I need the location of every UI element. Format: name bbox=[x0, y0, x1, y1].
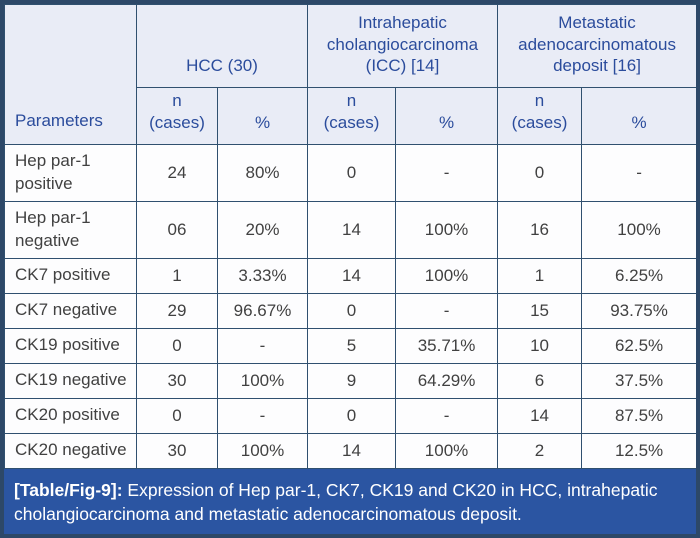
figure-caption: [Table/Fig-9]: Expression of Hep par-1, … bbox=[4, 468, 696, 534]
table-row: CK19 negative 30 100% 9 64.29% 6 37.5% bbox=[4, 362, 696, 399]
value-cell: 14 bbox=[497, 397, 583, 434]
value-cell: - bbox=[395, 292, 499, 329]
value-cell: 64.29% bbox=[395, 362, 499, 399]
value-cell: 0 bbox=[497, 143, 583, 202]
n-label: n bbox=[346, 91, 357, 110]
value-cell: 30 bbox=[136, 362, 218, 399]
param-cell: CK7 negative bbox=[4, 292, 137, 329]
value-cell: 14 bbox=[307, 200, 397, 259]
value-cell: 1 bbox=[136, 257, 218, 294]
param-cell: Hep par-1 positive bbox=[4, 143, 137, 202]
value-cell: - bbox=[395, 143, 499, 202]
param-cell: CK7 positive bbox=[4, 257, 137, 294]
value-cell: 100% bbox=[395, 257, 499, 294]
value-cell: 29 bbox=[136, 292, 218, 329]
table-row: CK19 positive 0 - 5 35.71% 10 62.5% bbox=[4, 327, 696, 364]
column-header-hcc-percent: % bbox=[216, 87, 309, 145]
value-cell: 20% bbox=[216, 200, 309, 259]
n-label: n bbox=[172, 91, 182, 110]
value-cell: 9 bbox=[307, 362, 397, 399]
value-cell: 100% bbox=[216, 432, 309, 469]
column-header-hcc-n: n (cases) bbox=[136, 87, 218, 145]
cases-label: (cases) bbox=[149, 112, 205, 132]
value-cell: 0 bbox=[307, 397, 397, 434]
cases-label: (cases) bbox=[511, 112, 568, 132]
value-cell: 0 bbox=[136, 327, 218, 364]
value-cell: 100% bbox=[395, 432, 499, 469]
value-cell: 5 bbox=[307, 327, 397, 364]
column-header-met-percent: % bbox=[581, 87, 696, 145]
cases-label: (cases) bbox=[323, 112, 380, 132]
table-row: Hep par-1 positive 24 80% 0 - 0 - bbox=[4, 143, 696, 202]
value-cell: 14 bbox=[307, 257, 397, 294]
param-cell: CK19 positive bbox=[4, 327, 137, 364]
param-cell: CK20 negative bbox=[4, 432, 137, 469]
value-cell: 3.33% bbox=[216, 257, 309, 294]
value-cell: 62.5% bbox=[581, 327, 696, 364]
value-cell: 87.5% bbox=[581, 397, 696, 434]
value-cell: 100% bbox=[581, 200, 696, 259]
value-cell: 6.25% bbox=[581, 257, 696, 294]
column-header-icc-n: n (cases) bbox=[307, 87, 397, 145]
value-cell: 2 bbox=[497, 432, 583, 469]
value-cell: 30 bbox=[136, 432, 218, 469]
value-cell: 80% bbox=[216, 143, 309, 202]
value-cell: - bbox=[581, 143, 696, 202]
value-cell: 100% bbox=[216, 362, 309, 399]
value-cell: - bbox=[395, 397, 499, 434]
value-cell: 12.5% bbox=[581, 432, 696, 469]
value-cell: 0 bbox=[307, 292, 397, 329]
value-cell: 0 bbox=[307, 143, 397, 202]
group-header-row: Parameters HCC (30) Intrahepatic cholang… bbox=[4, 4, 696, 145]
value-cell: - bbox=[216, 327, 309, 364]
n-label: n bbox=[534, 91, 545, 110]
table-row: CK20 negative 30 100% 14 100% 2 12.5% bbox=[4, 432, 696, 469]
value-cell: 10 bbox=[497, 327, 583, 364]
value-cell: 37.5% bbox=[581, 362, 696, 399]
value-cell: 06 bbox=[136, 200, 218, 259]
results-table: Parameters HCC (30) Intrahepatic cholang… bbox=[4, 4, 696, 469]
value-cell: 15 bbox=[497, 292, 583, 329]
table-row: CK20 positive 0 - 0 - 14 87.5% bbox=[4, 397, 696, 434]
caption-tag: [Table/Fig-9]: bbox=[14, 479, 128, 500]
value-cell: 1 bbox=[497, 257, 583, 294]
table-row: Hep par-1 negative 06 20% 14 100% 16 100… bbox=[4, 200, 696, 259]
column-group-icc: Intrahepatic cholangiocarcinoma (ICC) [1… bbox=[307, 4, 499, 88]
sub-header-row: n (cases) % n (cases) % n (cases) % bbox=[5, 87, 696, 145]
param-cell: CK19 negative bbox=[4, 362, 137, 399]
table-row: CK7 positive 1 3.33% 14 100% 1 6.25% bbox=[4, 257, 696, 294]
param-cell: CK20 positive bbox=[4, 397, 137, 434]
value-cell: 16 bbox=[497, 200, 583, 259]
value-cell: - bbox=[216, 397, 309, 434]
value-cell: 35.71% bbox=[395, 327, 499, 364]
column-header-icc-percent: % bbox=[395, 87, 499, 145]
column-group-hcc: HCC (30) bbox=[135, 4, 309, 88]
value-cell: 100% bbox=[395, 200, 499, 259]
column-header-met-n: n (cases) bbox=[497, 87, 583, 145]
value-cell: 96.67% bbox=[216, 292, 309, 329]
caption-text: Expression of Hep par-1, CK7, CK19 and C… bbox=[14, 479, 658, 524]
param-cell: Hep par-1 negative bbox=[4, 200, 137, 259]
value-cell: 0 bbox=[136, 397, 218, 434]
value-cell: 6 bbox=[497, 362, 583, 399]
value-cell: 24 bbox=[136, 143, 218, 202]
table-row: CK7 negative 29 96.67% 0 - 15 93.75% bbox=[4, 292, 696, 329]
value-cell: 14 bbox=[307, 432, 397, 469]
column-group-metastatic: Metastatic adenocarcinomatous deposit [1… bbox=[497, 4, 696, 88]
column-header-parameters: Parameters bbox=[4, 4, 137, 145]
value-cell: 93.75% bbox=[581, 292, 696, 329]
